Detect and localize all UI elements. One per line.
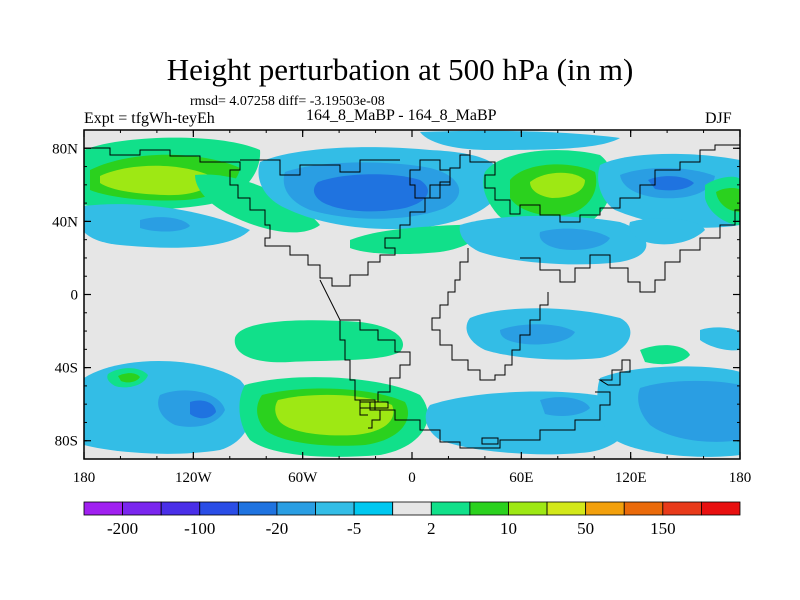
colorbar-box: [662, 501, 702, 516]
x-tick-label: 120E: [615, 470, 647, 486]
field-patch-positive: [195, 174, 320, 233]
x-tick-label: 120W: [175, 470, 213, 486]
colorbar-box: [508, 501, 548, 516]
colorbar-box: [122, 501, 162, 516]
x-tick-label: 180: [73, 470, 96, 486]
colorbar-label: -5: [347, 519, 361, 538]
coastlines: [84, 144, 740, 449]
coastline-south-america: [340, 319, 411, 429]
field-patch-negative: [648, 176, 694, 191]
y-axis-labels: 80N 40N 0 40S 80S: [52, 141, 78, 449]
x-tick-label: 0: [408, 470, 416, 486]
coastline-africa: [431, 248, 549, 381]
colorbar: [83, 501, 741, 516]
coastline-greenland: [409, 159, 451, 199]
coastline-island: [359, 401, 389, 409]
y-tick-label: 40S: [55, 361, 78, 377]
field-patch-positive: [350, 224, 483, 255]
y-tick-label: 80S: [55, 434, 78, 450]
colorbar-label: 10: [500, 519, 517, 538]
colorbar-label: 2: [427, 519, 436, 538]
field-patch-negative: [539, 228, 610, 250]
coastline-central-america: [319, 279, 341, 321]
field-patch-positive: [640, 345, 690, 365]
colorbar-label: -100: [184, 519, 215, 538]
colorbar-box: [353, 501, 394, 516]
x-tick-label: 60E: [509, 470, 533, 486]
x-axis-labels: 180 120W 60W 0 60E 120E 180: [73, 470, 752, 486]
coastline-antarctica: [355, 391, 611, 449]
colorbar-labels: -200 -100 -20 -5 2 10 50 150: [107, 519, 676, 538]
field-patch-positive: [100, 165, 215, 196]
coastline-arctic-islands: [240, 159, 400, 176]
colorbar-box: [623, 501, 664, 516]
colorbar-box: [199, 501, 239, 516]
chart-title: Height perturbation at 500 hPa (in m): [166, 52, 634, 87]
field-patch-negative: [190, 400, 216, 419]
axis-ticks: [83, 129, 741, 460]
colorbar-box: [701, 501, 741, 516]
stats-text: rmsd= 4.07258 diff= -3.19503e-08: [190, 94, 385, 109]
colorbar-box: [276, 501, 316, 516]
colorbar-box: [469, 501, 509, 516]
field-patch-negative: [420, 130, 620, 150]
field-patch-positive: [716, 188, 740, 212]
colorbar-box: [83, 501, 123, 516]
coastline-asia: [520, 209, 740, 293]
colorbar-box: [160, 501, 201, 516]
field-patch-negative: [629, 218, 705, 245]
case-label: 164_8_MaBP - 164_8_MaBP: [306, 107, 497, 124]
field-patch-negative: [700, 327, 740, 351]
colorbar-label: -200: [107, 519, 138, 538]
colorbar-box: [546, 501, 587, 516]
field-patch-positive: [530, 172, 585, 198]
field-patch-negative: [540, 397, 590, 416]
colorbar-label: -20: [266, 519, 289, 538]
colorbar-box: [315, 501, 355, 516]
field-patch-negative: [140, 217, 190, 232]
x-tick-label: 180: [729, 470, 752, 486]
y-tick-label: 0: [71, 288, 79, 304]
field-patch-positive: [118, 373, 140, 383]
colorbar-label: 50: [577, 519, 594, 538]
field-patch-positive: [234, 320, 404, 363]
y-tick-label: 80N: [52, 141, 78, 157]
colorbar-box: [237, 501, 278, 516]
field-patches: [84, 130, 740, 457]
coastline-europe: [469, 144, 740, 223]
x-tick-label: 60W: [288, 470, 318, 486]
coastline-island: [481, 437, 499, 445]
experiment-label: Expt = tfgWh-teyEh: [84, 110, 215, 127]
coastline-australia: [598, 359, 631, 386]
field-patch-negative: [638, 380, 740, 442]
y-tick-label: 40N: [52, 214, 78, 230]
colorbar-label: 150: [650, 519, 676, 538]
coastline-north-america: [84, 147, 470, 287]
field-patch-negative: [313, 174, 428, 212]
colorbar-box: [392, 501, 432, 516]
season-label: DJF: [705, 110, 732, 127]
colorbar-box: [430, 501, 471, 516]
field-patch-negative: [500, 324, 575, 345]
map-plot-area: [84, 130, 740, 459]
colorbar-box: [585, 501, 625, 516]
field-patch-positive: [275, 394, 394, 436]
